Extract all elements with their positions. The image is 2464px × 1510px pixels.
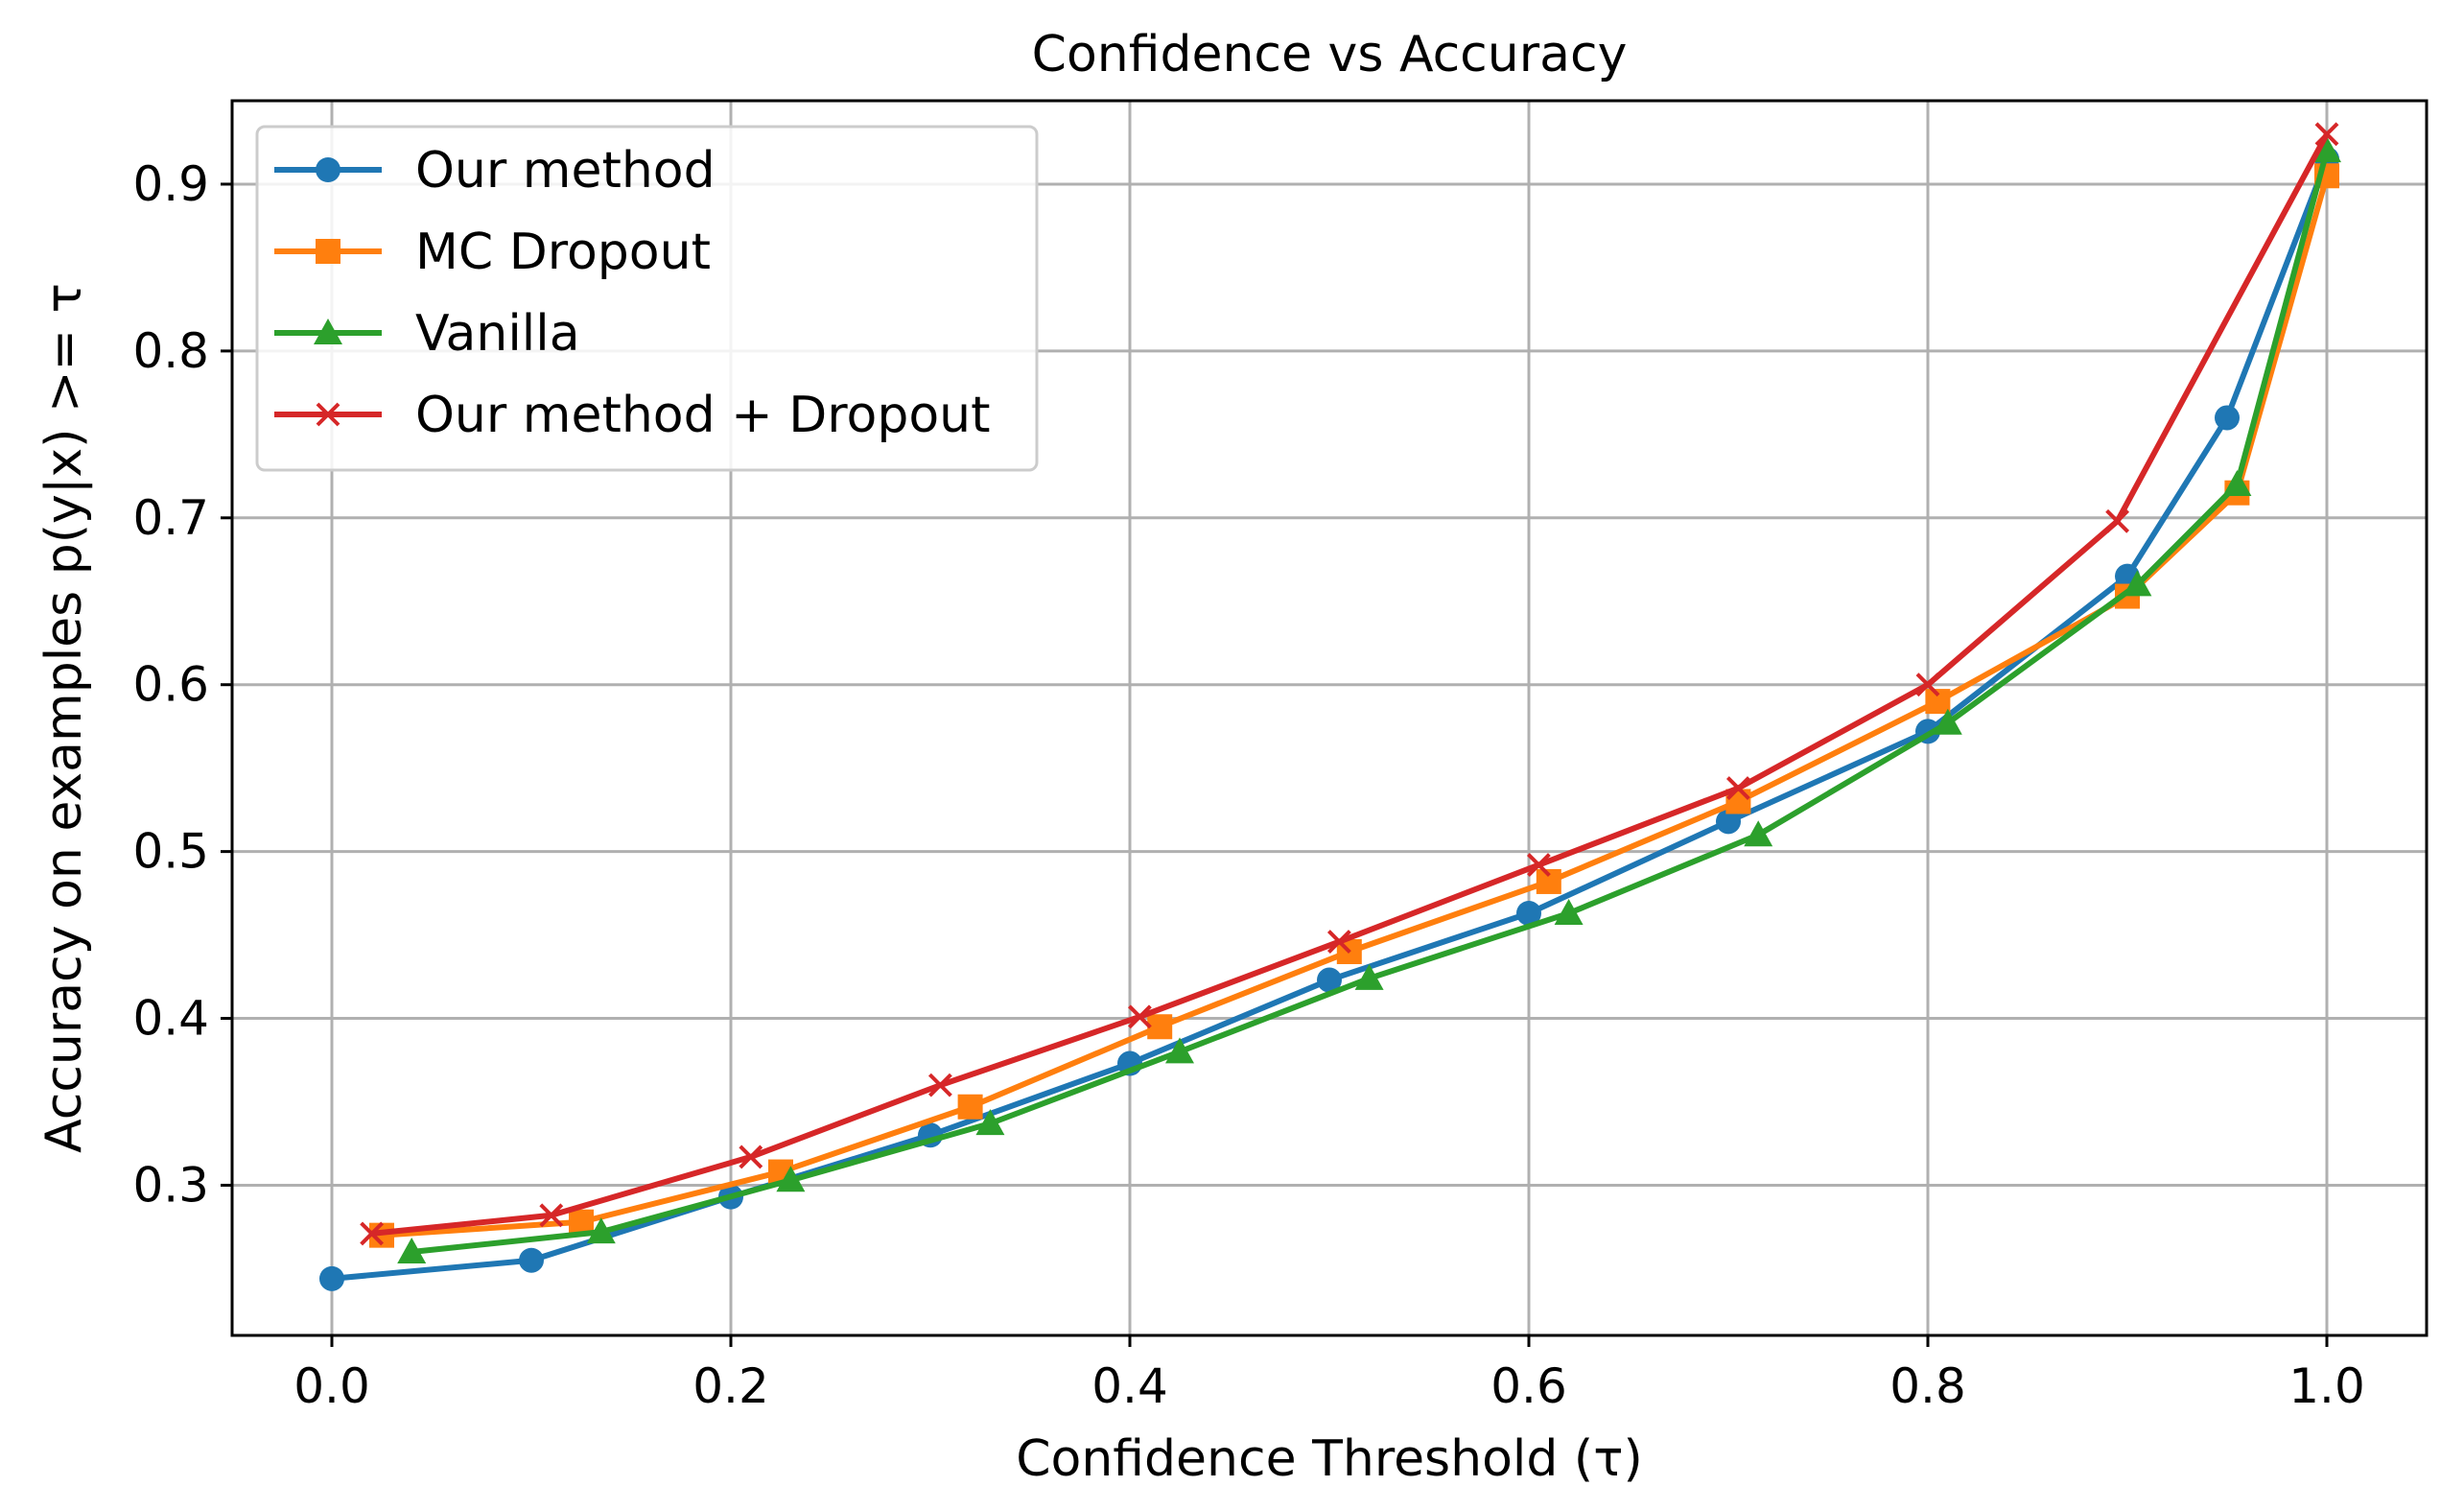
series-3	[360, 122, 2339, 1246]
y-axis-label: Accuracy on examples p(y|x) >= τ	[35, 283, 93, 1153]
data-point	[569, 1209, 594, 1235]
legend-entry: Our method	[274, 142, 716, 200]
x-tick-label: 0.6	[1490, 1358, 1567, 1414]
legend-marker	[314, 319, 342, 344]
legend-marker	[316, 157, 340, 182]
data-point	[927, 1073, 952, 1097]
plot-area-frame	[230, 99, 2429, 1337]
x-tick-label: 0.8	[1889, 1358, 1966, 1414]
data-point	[2312, 136, 2341, 163]
data-point	[2215, 405, 2240, 431]
data-point	[776, 1166, 806, 1192]
legend-box	[255, 125, 1039, 472]
data-point	[1744, 820, 1773, 847]
data-point	[1526, 853, 1551, 877]
x-tick-label: 1.0	[2288, 1358, 2365, 1414]
legend-entry: MC Dropout	[274, 224, 711, 281]
legend-marker	[316, 239, 340, 264]
data-point	[2105, 508, 2130, 533]
legend-label: Our method	[415, 142, 716, 200]
data-point	[739, 1144, 763, 1169]
data-point	[360, 1221, 385, 1246]
y-tick-label: 0.3	[132, 1157, 209, 1213]
data-point	[1933, 708, 1962, 735]
y-tick-label: 0.6	[132, 657, 209, 713]
data-point	[586, 1217, 616, 1244]
y-tick-label: 0.7	[132, 490, 209, 546]
y-tick-label: 0.4	[132, 991, 209, 1047]
legend-label: MC Dropout	[415, 224, 711, 281]
data-point	[519, 1247, 544, 1273]
x-tick-label: 0.2	[692, 1358, 769, 1414]
data-point	[2123, 570, 2152, 597]
data-point	[1317, 967, 1342, 993]
legend: Our method MC Dropout Vanilla Our method + …	[255, 125, 1039, 472]
data-point	[1354, 963, 1384, 990]
data-point	[1147, 1014, 1173, 1040]
legend-entry: Our method + Dropout	[274, 387, 991, 444]
data-point	[1165, 1037, 1194, 1064]
legend-marker	[316, 402, 340, 427]
data-point	[1554, 898, 1584, 925]
chart-title: Confidence vs Accuracy	[1032, 26, 1628, 83]
data-point	[1716, 809, 1741, 835]
data-point	[539, 1203, 564, 1228]
legend-label: Our method + Dropout	[415, 387, 991, 444]
x-tick-label: 0.4	[1091, 1358, 1168, 1414]
data-point	[2314, 122, 2339, 147]
legend-label: Vanilla	[415, 305, 580, 363]
data-point	[1127, 1004, 1152, 1029]
y-tick-label: 0.5	[132, 824, 209, 880]
data-point	[319, 1265, 344, 1291]
data-point	[957, 1094, 983, 1120]
x-axis-label: Confidence Threshold (τ)	[1016, 1430, 1643, 1488]
series-2	[397, 136, 2341, 1264]
y-tick-label: 0.9	[132, 156, 209, 212]
data-point	[397, 1238, 427, 1264]
x-tick-label: 0.0	[293, 1358, 370, 1414]
data-point	[1915, 672, 1940, 697]
legend-entry: Vanilla	[274, 305, 580, 363]
data-point	[1725, 776, 1750, 800]
data-point	[1516, 900, 1541, 926]
data-point	[2222, 470, 2252, 497]
data-point	[1326, 930, 1351, 954]
series-line	[411, 150, 2330, 1256]
y-tick-label: 0.8	[132, 323, 209, 379]
data-point	[975, 1109, 1005, 1136]
